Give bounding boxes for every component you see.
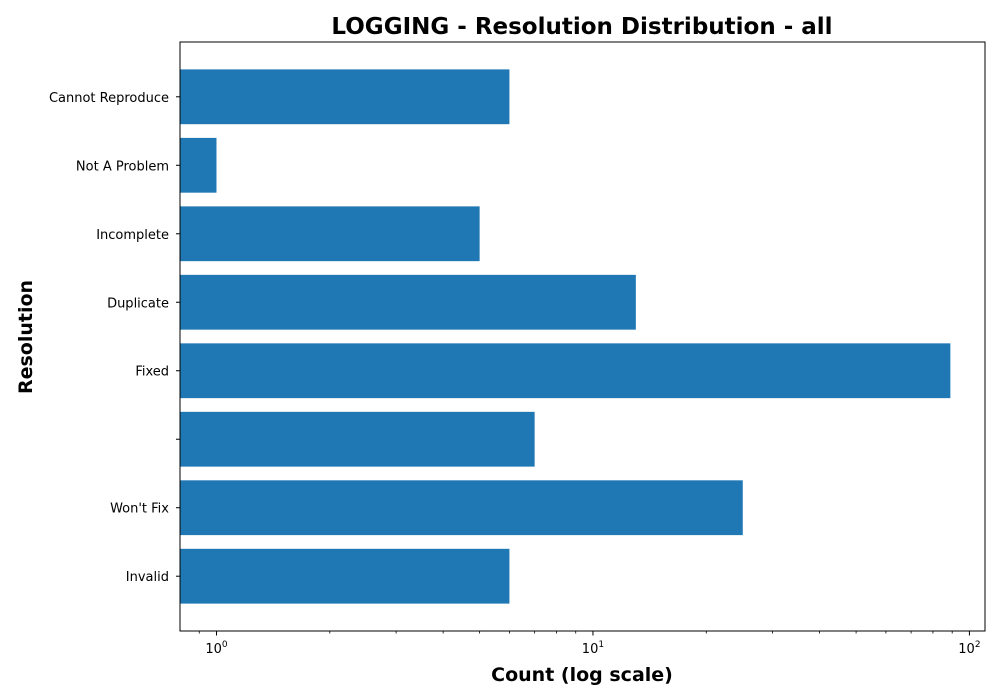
y-tick-label: Invalid xyxy=(126,570,169,585)
bar-not-a-problem xyxy=(180,137,217,193)
y-tick-label: Duplicate xyxy=(107,296,169,311)
y-tick-label: Won't Fix xyxy=(110,502,169,517)
x-axis-ticks: 100 101 102 xyxy=(198,631,981,657)
x-tick-label-base: 10 xyxy=(205,642,222,657)
x-tick-label-exponent: 0 xyxy=(222,640,228,650)
bar-won-t-fix xyxy=(180,480,743,536)
x-tick-label-exponent: 2 xyxy=(975,640,981,650)
y-tick-label: Cannot Reproduce xyxy=(49,91,169,106)
x-tick-label: 100 xyxy=(205,640,228,657)
bar-invalid xyxy=(180,548,510,604)
bar-cannot-reproduce xyxy=(180,69,510,125)
y-tick-label: Not A Problem xyxy=(76,159,169,174)
y-tick-label: Fixed xyxy=(135,365,169,380)
x-tick-label-base: 10 xyxy=(582,642,599,657)
plot-frame xyxy=(179,41,986,632)
x-tick-label-exponent: 1 xyxy=(598,640,604,650)
x-tick-label: 102 xyxy=(958,640,980,657)
bars-group xyxy=(180,69,951,604)
x-tick-label-base: 10 xyxy=(958,642,975,657)
x-axis-label: Count (log scale) xyxy=(491,664,673,686)
chart-title: LOGGING - Resolution Distribution - all xyxy=(331,14,832,40)
y-axis-label: Resolution xyxy=(15,280,37,394)
bar-blank xyxy=(180,411,535,467)
x-tick-label: 101 xyxy=(582,640,604,657)
bar-duplicate xyxy=(180,274,636,330)
y-axis-ticks: Invalid Won't Fix Fixed Duplicate Incomplete… xyxy=(49,91,180,585)
bar-incomplete xyxy=(180,206,480,262)
bar-fixed xyxy=(180,343,951,399)
y-tick-label: Incomplete xyxy=(96,228,169,243)
